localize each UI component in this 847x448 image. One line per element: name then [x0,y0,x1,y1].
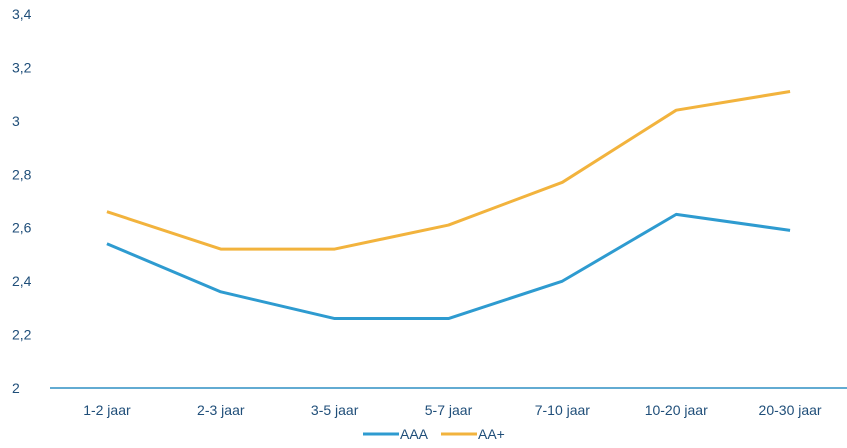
series-line-aa- [106,89,791,251]
y-tick-label: 3 [12,113,20,129]
y-tick-label: 3,4 [12,6,32,22]
x-tick-label: 10-20 jaar [645,402,708,418]
x-tick-label: 5-7 jaar [425,402,473,418]
x-tick-label: 7-10 jaar [535,402,591,418]
y-tick-label: 2,6 [12,220,32,236]
series-lines [106,89,791,321]
y-tick-label: 2,8 [12,166,32,182]
y-axis-tick-labels: 2 2,2 2,4 2,6 2,8 3 3,2 3,4 [12,6,32,396]
y-tick-label: 2,4 [12,273,32,289]
x-tick-label: 3-5 jaar [311,402,359,418]
series-line-aaa [106,212,791,321]
x-axis-tick-labels: 1-2 jaar 2-3 jaar 3-5 jaar 5-7 jaar 7-10 jaa… [83,402,822,418]
x-tick-label: 1-2 jaar [83,402,131,418]
y-tick-label: 3,2 [12,59,32,75]
x-tick-label: 2-3 jaar [197,402,245,418]
x-tick-label: 20-30 jaar [759,402,822,418]
y-tick-label: 2 [12,380,20,396]
y-tick-label: 2,2 [12,327,32,343]
legend-label: AAA [400,426,429,442]
legend-label: AA+ [478,426,505,442]
legend: AAA AA+ [363,426,505,442]
